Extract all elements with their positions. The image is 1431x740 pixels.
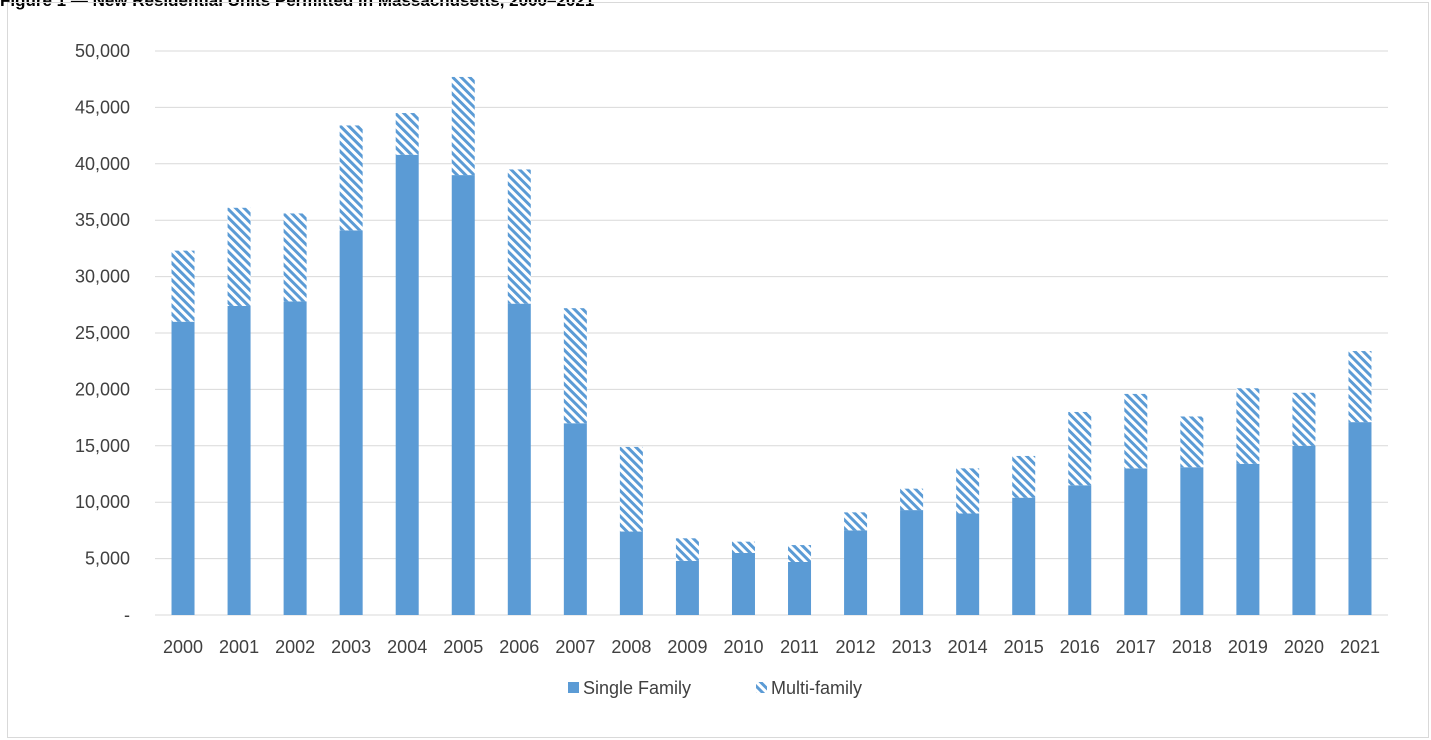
bar-multi-family-2009	[675, 538, 699, 561]
bar-single-family-2002	[283, 301, 307, 615]
bar-single-family-2004	[395, 154, 419, 615]
y-tick-label: -	[124, 605, 130, 625]
bar-single-family-2011	[788, 561, 812, 615]
x-tick-label: 2018	[1172, 637, 1212, 657]
x-tick-label: 2020	[1284, 637, 1324, 657]
x-tick-label: 2004	[387, 637, 427, 657]
bar-multi-family-2016	[1068, 411, 1092, 486]
bar-single-family-2003	[339, 230, 363, 616]
y-tick-label: 35,000	[75, 210, 130, 230]
bars	[171, 76, 1372, 616]
x-tick-label: 2008	[611, 637, 651, 657]
chart-border	[7, 2, 1429, 738]
legend-single-family-swatch	[568, 682, 579, 693]
bar-single-family-2007	[563, 423, 587, 615]
y-tick-label: 30,000	[75, 267, 130, 287]
bar-multi-family-2005	[451, 76, 475, 176]
x-tick-label: 2006	[499, 637, 539, 657]
bar-single-family-2010	[731, 552, 755, 615]
x-tick-label: 2011	[780, 637, 819, 657]
figure-title: Figure 1 — New Residential Units Permitt…	[0, 0, 595, 10]
bar-single-family-2016	[1068, 485, 1092, 615]
bar-single-family-2017	[1124, 468, 1148, 615]
x-tick-label: 2005	[443, 637, 483, 657]
bar-single-family-2015	[1012, 497, 1036, 615]
y-axis: - 5,000 10,000 15,000 20,000 25,000 30,000 35,0…	[75, 41, 130, 625]
bar-single-family-2006	[507, 303, 531, 615]
bar-multi-family-2017	[1124, 393, 1148, 469]
x-tick-label: 2007	[555, 637, 595, 657]
bar-multi-family-2004	[395, 113, 419, 155]
legend-multi-family-swatch	[756, 682, 767, 693]
bar-multi-family-2013	[900, 488, 924, 511]
bar-single-family-2018	[1180, 467, 1204, 615]
bar-single-family-2009	[675, 560, 699, 615]
bar-single-family-2014	[956, 513, 980, 615]
x-tick-label: 2014	[948, 637, 988, 657]
y-tick-label: 40,000	[75, 154, 130, 174]
bar-single-family-2000	[171, 321, 195, 615]
bar-multi-family-2020	[1292, 392, 1316, 446]
y-tick-label: 5,000	[85, 549, 130, 569]
bar-multi-family-2015	[1012, 455, 1036, 498]
bar-multi-family-2011	[788, 545, 812, 562]
x-tick-label: 2021	[1340, 637, 1380, 657]
x-tick-label: 2017	[1116, 637, 1156, 657]
bar-multi-family-2006	[507, 169, 531, 304]
bar-multi-family-2002	[283, 213, 307, 302]
bar-multi-family-2003	[339, 125, 363, 231]
bar-single-family-2019	[1236, 463, 1260, 615]
x-tick-label: 2013	[892, 637, 932, 657]
bar-single-family-2005	[451, 175, 475, 615]
x-tick-label: 2001	[219, 637, 259, 657]
bar-multi-family-2001	[227, 207, 251, 306]
y-tick-label: 20,000	[75, 379, 130, 399]
bar-multi-family-2000	[171, 250, 195, 322]
x-tick-label: 2016	[1060, 637, 1100, 657]
legend: Single Family Multi-family	[568, 678, 862, 698]
bar-multi-family-2021	[1348, 351, 1372, 423]
bar-single-family-2012	[844, 530, 868, 615]
bar-single-family-2020	[1292, 445, 1316, 615]
bar-multi-family-2012	[844, 512, 868, 531]
x-axis: 2000 2001 2002 2003 2004 2005 2006 2007 2008 2009…	[163, 637, 1380, 657]
bar-single-family-2001	[227, 305, 251, 615]
x-tick-label: 2000	[163, 637, 203, 657]
x-tick-label: 2010	[723, 637, 763, 657]
bar-single-family-2013	[900, 510, 924, 615]
y-tick-label: 45,000	[75, 97, 130, 117]
x-tick-label: 2019	[1228, 637, 1268, 657]
x-tick-label: 2009	[667, 637, 707, 657]
bar-multi-family-2010	[731, 541, 755, 553]
bar-multi-family-2018	[1180, 416, 1204, 468]
y-tick-label: 50,000	[75, 41, 130, 61]
bar-multi-family-2019	[1236, 388, 1260, 464]
x-tick-label: 2015	[1004, 637, 1044, 657]
y-tick-label: 10,000	[75, 492, 130, 512]
bar-multi-family-2008	[619, 446, 643, 532]
y-tick-label: 25,000	[75, 323, 130, 343]
x-tick-label: 2003	[331, 637, 371, 657]
bar-multi-family-2014	[956, 468, 980, 514]
legend-single-family-label: Single Family	[583, 678, 691, 698]
legend-multi-family-label: Multi-family	[771, 678, 862, 698]
y-tick-label: 15,000	[75, 436, 130, 456]
x-tick-label: 2012	[836, 637, 876, 657]
bar-single-family-2008	[619, 531, 643, 615]
bar-multi-family-2007	[563, 308, 587, 424]
x-tick-label: 2002	[275, 637, 315, 657]
bar-single-family-2021	[1348, 422, 1372, 615]
